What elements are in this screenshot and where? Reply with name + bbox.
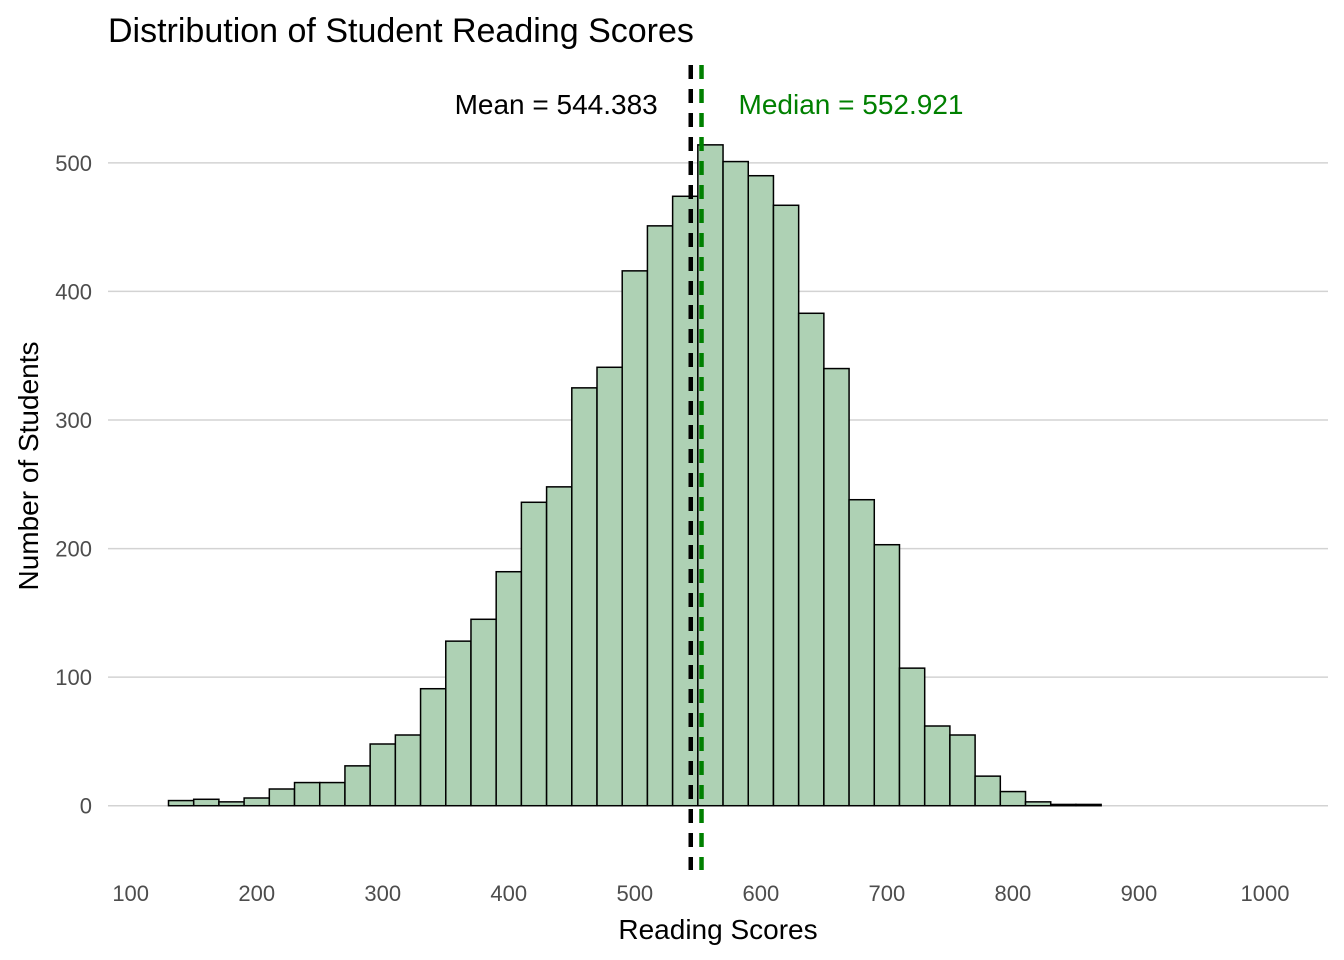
- y-tick-label: 300: [55, 408, 92, 433]
- y-tick-label: 0: [80, 794, 92, 819]
- x-tick-label: 100: [112, 881, 149, 906]
- y-tick-label: 200: [55, 537, 92, 562]
- y-tick-label: 100: [55, 665, 92, 690]
- histogram-bar: [722, 160, 749, 807]
- histogram-bar: [747, 174, 775, 807]
- reference-line-label: Median = 552.921: [739, 89, 964, 120]
- histogram-bar: [772, 204, 800, 807]
- y-tick-label: 500: [55, 151, 92, 176]
- y-tick-label: 400: [55, 279, 92, 304]
- histogram-bar: [167, 799, 195, 807]
- x-axis-ticks: 100 200 300 400 500 600 700 800 900 1000: [112, 881, 1289, 906]
- x-tick-label: 900: [1121, 881, 1158, 906]
- histogram-bar: [394, 734, 422, 807]
- histogram-bar: [495, 570, 523, 807]
- x-tick-label: 200: [238, 881, 275, 906]
- histogram-bar: [923, 725, 951, 807]
- histogram-bar: [999, 790, 1027, 807]
- histogram-bar: [898, 667, 926, 807]
- x-tick-label: 400: [490, 881, 527, 906]
- reference-line-label: Mean = 544.383: [455, 89, 658, 120]
- histogram-bar: [243, 797, 271, 807]
- histogram-bar: [218, 801, 245, 807]
- histogram-bar: [1049, 803, 1077, 807]
- histogram-bar: [520, 501, 548, 807]
- histogram-bar: [470, 618, 497, 807]
- y-axis-ticks: 0 100 200 300 400 500: [55, 151, 92, 819]
- y-axis-title: Number of Students: [13, 341, 44, 590]
- x-tick-label: 1000: [1241, 881, 1290, 906]
- histogram-bar: [192, 798, 220, 807]
- histogram-bar: [596, 366, 623, 807]
- histogram-bar: [797, 312, 825, 807]
- histogram-bar: [545, 486, 573, 807]
- histogram-bar: [369, 743, 397, 807]
- x-tick-label: 800: [995, 881, 1032, 906]
- histogram-bar: [823, 367, 850, 807]
- histogram-bar: [344, 765, 371, 807]
- histogram-bar: [268, 788, 296, 807]
- x-axis-title: Reading Scores: [618, 914, 817, 945]
- histogram-bar: [621, 270, 649, 807]
- histogram-bar: [571, 387, 598, 807]
- x-tick-label: 600: [742, 881, 779, 906]
- histogram-bar: [848, 498, 876, 807]
- chart-title: Distribution of Student Reading Scores: [108, 12, 694, 50]
- histogram-bar: [1075, 803, 1102, 807]
- histogram-bar: [419, 687, 447, 807]
- histogram-bar: [873, 543, 901, 807]
- histogram-bar: [646, 225, 674, 807]
- histogram-bar: [974, 775, 1002, 807]
- x-tick-label: 300: [364, 881, 401, 906]
- histogram-bar: [445, 640, 472, 807]
- reference-lines: Mean = 544.383 Median = 552.921: [455, 65, 964, 870]
- histogram-bars: [167, 144, 1102, 807]
- histogram-bar: [949, 734, 976, 807]
- x-tick-label: 500: [616, 881, 653, 906]
- x-tick-label: 700: [869, 881, 906, 906]
- histogram-bar: [671, 195, 699, 807]
- histogram-bar: [1024, 801, 1052, 807]
- histogram-bar: [318, 781, 346, 807]
- histogram-bar: [293, 781, 321, 807]
